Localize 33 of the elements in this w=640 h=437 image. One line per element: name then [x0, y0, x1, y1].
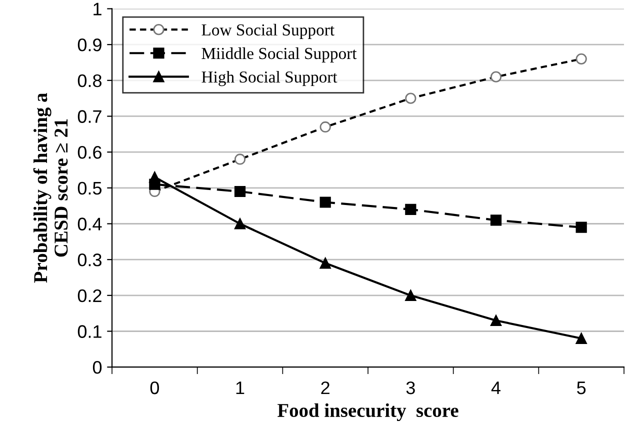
point	[490, 314, 502, 326]
y-tick-label: 0.9	[78, 38, 102, 52]
point	[490, 214, 502, 226]
y-tick-label: 0.1	[78, 325, 102, 338]
y-tick-label: 0.7	[78, 110, 102, 123]
point	[234, 186, 246, 198]
y-tick-label: 0.8	[78, 74, 102, 88]
y-tick-label: 0.5	[78, 182, 102, 195]
x-tick-label: 1	[236, 382, 244, 394]
y-tick-label: 1	[94, 2, 102, 16]
y-tick-label: 0.6	[78, 146, 102, 159]
y-axis-title: Probability of having a CESD score ≥ 21	[33, 93, 68, 283]
y-tick-label: 0.3	[78, 254, 102, 266]
legend-label: High Social Support	[202, 70, 338, 86]
y-tick-label: 0.4	[78, 218, 102, 230]
point	[320, 196, 331, 208]
x-tick-label: 3	[406, 381, 415, 394]
x-tick-label: 0	[150, 381, 159, 394]
x-axis-title: Food insecurity score	[278, 403, 458, 422]
point	[234, 218, 246, 230]
x-tick-label: 5	[577, 382, 586, 394]
point	[320, 258, 331, 269]
point	[576, 332, 587, 344]
y-tick-label: 0.2	[78, 289, 102, 302]
y-tick-label: 0	[92, 361, 102, 374]
x-tick-label: 4	[491, 382, 500, 394]
point	[405, 290, 416, 301]
x-tick-label: 2	[321, 381, 330, 394]
point	[149, 172, 160, 183]
point	[576, 222, 587, 233]
legend-label: Low Social Support	[202, 24, 334, 39]
point	[405, 204, 416, 215]
legend-label: Miiddle Social Support	[202, 47, 357, 63]
